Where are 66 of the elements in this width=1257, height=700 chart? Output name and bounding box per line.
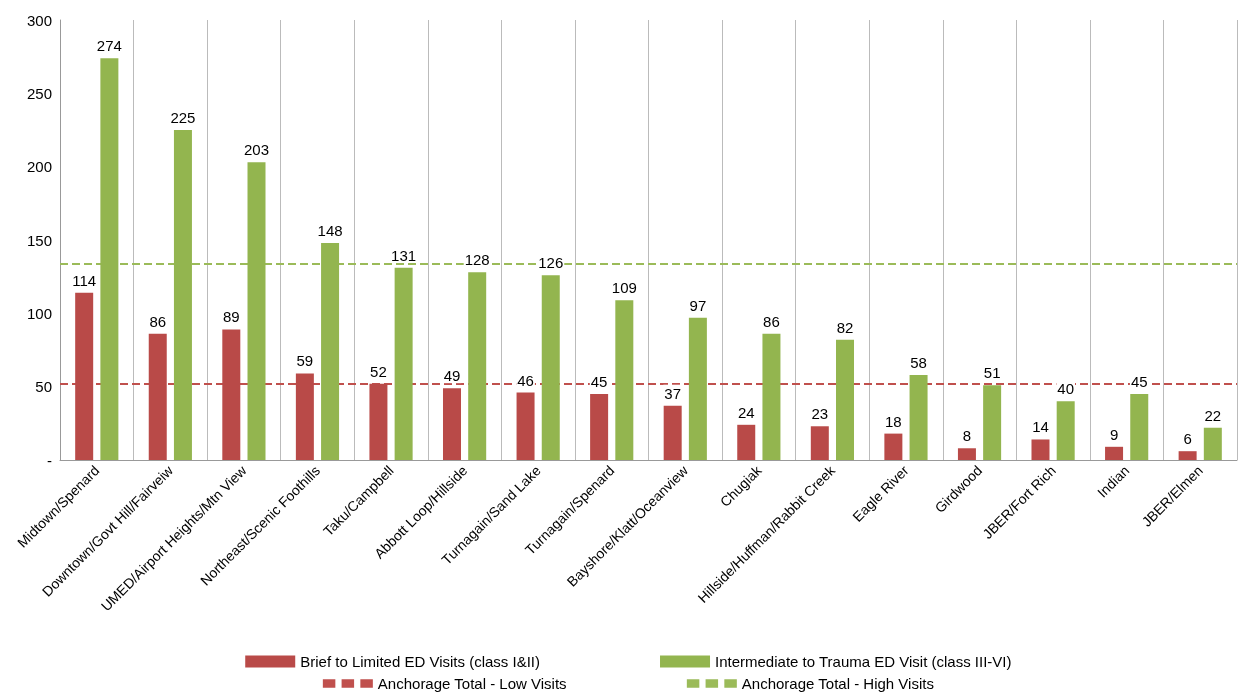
y-tick-label: 150 xyxy=(26,231,52,249)
data-label: 9 xyxy=(1109,425,1119,443)
bar xyxy=(541,275,560,460)
data-label: 97 xyxy=(689,296,707,314)
bar xyxy=(909,374,928,460)
data-label: 14 xyxy=(1032,418,1049,436)
y-tick-label: 100 xyxy=(26,304,52,322)
data-label: 58 xyxy=(910,353,927,371)
bar xyxy=(957,448,976,460)
bar xyxy=(1178,451,1197,460)
data-label: 49 xyxy=(443,367,461,385)
data-label: 148 xyxy=(317,221,343,239)
data-label: 24 xyxy=(737,403,755,421)
bar xyxy=(442,388,461,460)
data-label: 274 xyxy=(96,37,122,55)
data-label: 45 xyxy=(590,373,608,390)
legend-label: Brief to Limited ED Visits (class I&II) xyxy=(300,653,541,670)
y-tick-label: 200 xyxy=(26,158,52,176)
bar xyxy=(762,333,781,460)
data-label: 225 xyxy=(170,109,196,126)
bar xyxy=(1056,401,1075,460)
data-label: 46 xyxy=(517,371,534,389)
bar xyxy=(983,385,1002,460)
bar xyxy=(468,272,487,460)
bar xyxy=(394,267,413,460)
y-tick-label: 250 xyxy=(26,84,52,102)
data-label: 131 xyxy=(391,246,417,264)
bar xyxy=(615,300,634,460)
data-label: 45 xyxy=(1130,373,1148,390)
legend-label: Anchorage Total - High Visits xyxy=(741,675,934,692)
data-label: 82 xyxy=(836,318,854,336)
data-label: 40 xyxy=(1057,380,1075,398)
y-tick-label: 50 xyxy=(35,378,52,396)
bar xyxy=(884,433,903,460)
bar xyxy=(1130,394,1149,460)
data-label: 86 xyxy=(763,312,780,330)
data-label: 109 xyxy=(611,279,637,297)
data-label: 8 xyxy=(962,427,972,445)
data-label: 52 xyxy=(370,362,387,380)
data-label: 89 xyxy=(222,308,240,326)
bar xyxy=(737,424,756,460)
bar xyxy=(1203,427,1222,460)
data-label: 37 xyxy=(664,384,682,402)
bar xyxy=(516,392,535,460)
legend-label: Anchorage Total - Low Visits xyxy=(377,675,567,692)
legend-label: Intermediate to Trauma ED Visit (class III-VI) xyxy=(715,653,1012,670)
data-label: 18 xyxy=(885,412,902,430)
y-tick-label: 300 xyxy=(26,11,52,29)
bar xyxy=(663,405,682,460)
bar xyxy=(1105,446,1124,460)
bar xyxy=(836,339,855,460)
data-label: 6 xyxy=(1183,430,1192,448)
bar xyxy=(810,426,829,460)
y-tick-label: - xyxy=(47,451,52,469)
data-label: 114 xyxy=(72,271,97,289)
bar xyxy=(1031,439,1050,460)
data-label: 22 xyxy=(1204,406,1222,424)
data-label: 128 xyxy=(464,251,490,269)
data-label: 203 xyxy=(243,141,270,159)
data-label: 126 xyxy=(538,254,564,272)
data-label: 59 xyxy=(296,352,314,370)
bar xyxy=(688,317,707,460)
bar xyxy=(590,394,609,460)
data-label: 86 xyxy=(149,312,167,330)
data-label: 51 xyxy=(983,364,1001,382)
data-label: 23 xyxy=(811,405,829,423)
